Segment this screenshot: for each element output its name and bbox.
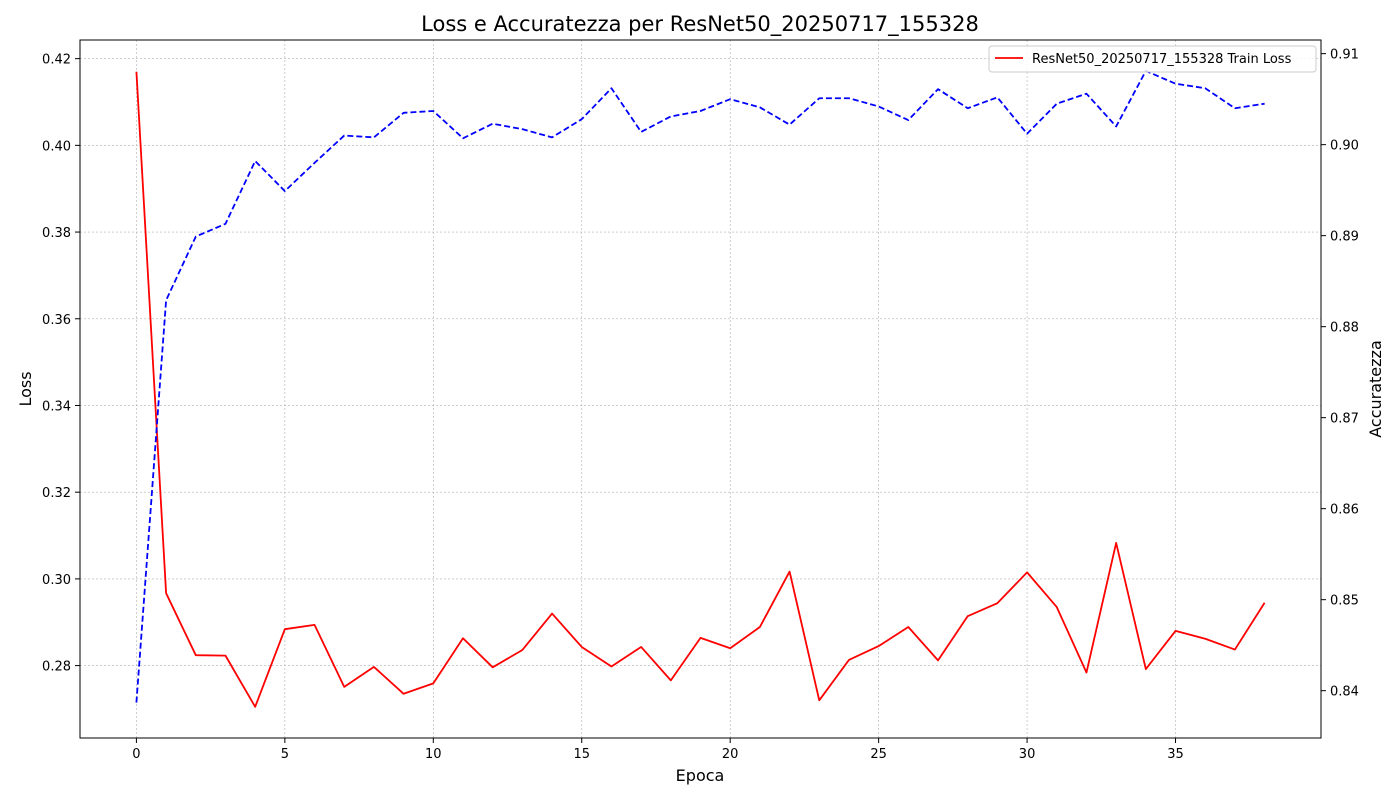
legend-box	[988, 45, 1317, 73]
y-right-tick-label-2: 0.86	[1330, 503, 1359, 518]
y-right-tick-label-7: 0.91	[1330, 48, 1359, 63]
accuracy-series-line	[135, 70, 1265, 703]
x-tick-label-1: 5	[281, 747, 289, 762]
x-tick-label-7: 35	[1167, 747, 1184, 762]
series-layer	[135, 70, 1266, 708]
y-left-tick-label-7: 0.42	[42, 53, 71, 68]
legend: ResNet50_20250717_155328 Train Loss	[988, 45, 1317, 73]
y-axis-label-right: Accuratezza	[1366, 340, 1385, 438]
x-tick-label-2: 10	[425, 747, 442, 762]
legend-label-train-loss: ResNet50_20250717_155328 Train Loss	[1032, 52, 1292, 67]
x-tick-label-3: 15	[573, 747, 590, 762]
y-axis-label-left: Loss	[16, 371, 35, 406]
y-left-tick-label-2: 0.32	[42, 486, 71, 501]
y-left-tick-label-1: 0.30	[42, 573, 71, 588]
y-left-tick-label-3: 0.34	[42, 399, 71, 414]
chart-title: Loss e Accuratezza per ResNet50_20250717…	[421, 12, 979, 37]
y-left-tick-label-5: 0.38	[42, 226, 71, 241]
y-left-tick-label-0: 0.28	[42, 660, 71, 675]
x-tick-label-4: 20	[722, 747, 739, 762]
x-tick-label-6: 30	[1019, 747, 1036, 762]
x-tick-label-5: 25	[870, 747, 887, 762]
x-ticks: 0 5 10 15 20 25 30 35	[132, 738, 1184, 762]
y-left-tick-label-4: 0.36	[42, 313, 71, 328]
plot-frame	[79, 39, 1322, 739]
y-right-tick-label-4: 0.88	[1330, 321, 1359, 336]
y-left-tick-label-6: 0.40	[42, 139, 71, 154]
y-right-tick-label-3: 0.87	[1330, 412, 1359, 427]
y-right-tick-label-6: 0.90	[1330, 139, 1359, 154]
y-right-tick-label-5: 0.89	[1330, 230, 1359, 245]
y-ticks-left: 0.28 0.30 0.32 0.34 0.36 0.38 0.40 0.42	[42, 53, 80, 675]
x-axis-label: Epoca	[676, 766, 725, 785]
grid	[80, 40, 1321, 738]
y-ticks-right: 0.84 0.85 0.86 0.87 0.88 0.89 0.90 0.91	[1321, 48, 1359, 700]
y-right-tick-label-0: 0.84	[1330, 685, 1359, 700]
y-right-tick-label-1: 0.85	[1330, 594, 1359, 609]
train-loss-series-line	[135, 71, 1266, 708]
x-tick-label-0: 0	[132, 747, 140, 762]
